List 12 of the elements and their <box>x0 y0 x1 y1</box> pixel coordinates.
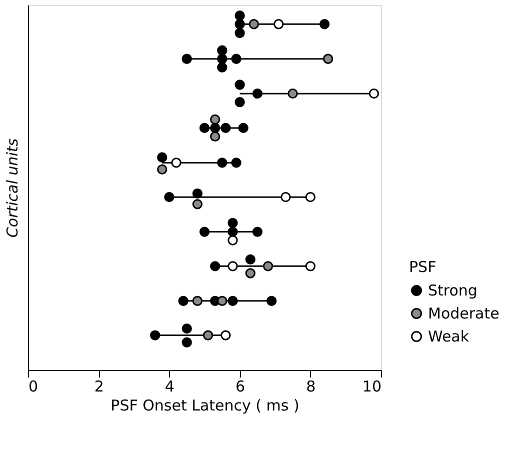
legend-label: Strong <box>428 282 478 300</box>
x-tick-label: 0 <box>28 378 38 396</box>
y-axis-title: Cortical units <box>4 138 22 238</box>
x-tick-label: 6 <box>236 378 246 396</box>
legend-label: Moderate <box>428 304 500 322</box>
x-tick-label: 2 <box>94 378 104 396</box>
legend-title: PSF <box>409 258 436 276</box>
x-tick-label: 8 <box>306 378 316 396</box>
legend-label: Weak <box>428 328 470 346</box>
x-axis-title: PSF Onset Latency ( ms ) <box>110 396 300 414</box>
x-tick-label: 4 <box>164 378 174 396</box>
x-tick-label: 10 <box>362 378 382 396</box>
